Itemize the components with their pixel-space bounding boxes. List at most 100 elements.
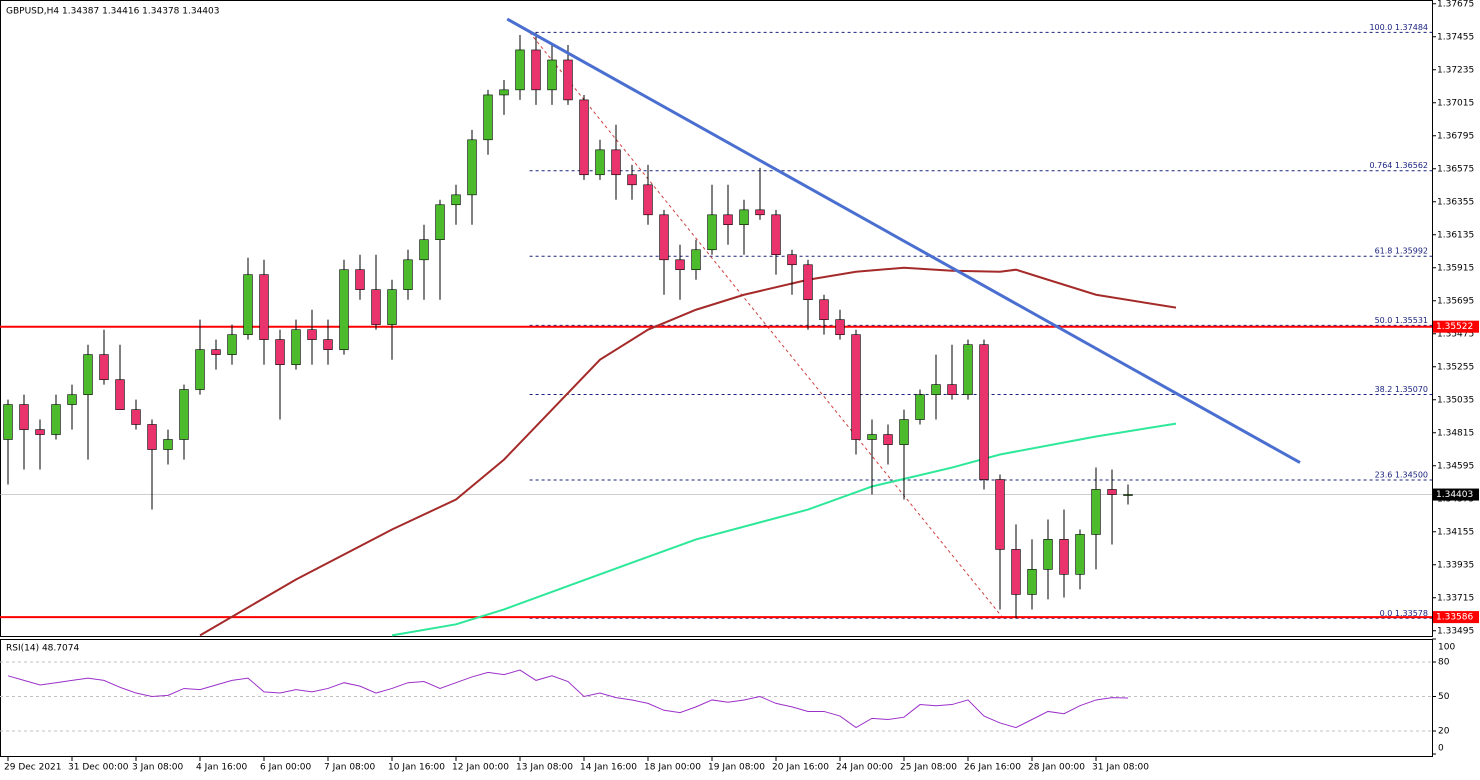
rsi-panel [0, 639, 1433, 757]
y-tick-label: 1.35035 [1437, 395, 1474, 405]
candle-body [19, 404, 29, 430]
candle-body [1011, 549, 1021, 595]
main-panel [0, 0, 1433, 637]
x-tick-label: 4 Jan 16:00 [196, 763, 248, 773]
candle-body [867, 434, 877, 440]
candle-body [1091, 489, 1101, 535]
candle-body [451, 194, 461, 206]
x-tick-label: 25 Jan 08:00 [900, 763, 957, 773]
fib-label: 61.8 1.35992 [1375, 247, 1428, 256]
y-tick-label: 1.33935 [1437, 560, 1474, 570]
moving-average [199, 266, 1177, 637]
candle-body [771, 214, 781, 256]
candle-body [483, 94, 493, 141]
candle-body [499, 89, 509, 96]
y-tick-label: 1.34815 [1437, 428, 1474, 438]
chart-title: GBPUSD,H4 1.34387 1.34416 1.34378 1.3440… [6, 7, 219, 17]
current-price-label: 1.34403 [1436, 490, 1473, 500]
candle-body [419, 239, 429, 261]
rsi-title: RSI(14) 48.7074 [6, 644, 79, 654]
candle-body [643, 184, 653, 216]
candle-body [67, 394, 77, 405]
candle-body [307, 329, 317, 340]
y-tick-label: 1.37455 [1437, 32, 1474, 42]
x-tick-label: 10 Jan 16:00 [388, 763, 445, 773]
x-tick-label: 12 Jan 00:00 [452, 763, 509, 773]
y-tick-label: 1.37015 [1437, 98, 1474, 108]
candle-body [787, 254, 797, 266]
x-tick-label: 26 Jan 16:00 [964, 763, 1021, 773]
candle-body [467, 139, 477, 196]
y-tick-label: 1.35915 [1437, 263, 1474, 273]
candle-body [227, 334, 237, 355]
price-box-label: 1.33586 [1436, 613, 1473, 623]
price-box [1433, 611, 1479, 624]
candle-body [883, 434, 893, 445]
y-tick-label: 1.33495 [1437, 626, 1474, 636]
candle-body [323, 339, 333, 350]
y-tick-label: 1.37675 [1437, 0, 1474, 9]
x-tick-label: 20 Jan 16:00 [772, 763, 829, 773]
fib-label: 38.2 1.35070 [1375, 385, 1428, 394]
fib-label: 50.0 1.35531 [1375, 316, 1428, 325]
candle-body [531, 49, 541, 91]
candle-body [163, 439, 173, 450]
y-tick-label: 1.36355 [1437, 197, 1474, 207]
candle-body [755, 209, 765, 216]
candle-body [115, 379, 125, 410]
candle-body [211, 349, 221, 355]
candle-body [51, 404, 61, 435]
candle-body [547, 59, 557, 91]
candle-body [515, 49, 525, 91]
candle-body [403, 259, 413, 290]
y-tick-label: 1.34595 [1437, 461, 1474, 471]
y-tick-label: 1.34155 [1437, 527, 1474, 537]
y-tick-label: 1.36575 [1437, 164, 1474, 174]
y-tick-label: 1.37235 [1437, 65, 1474, 75]
candle-body [435, 204, 445, 241]
y-tick-label: 80 [1438, 658, 1450, 668]
candle-body [1107, 489, 1117, 495]
candle-body [3, 404, 13, 440]
candle-body [915, 394, 925, 420]
x-tick-label: 18 Jan 00:00 [644, 763, 701, 773]
candle-body [371, 289, 381, 325]
candle-body [819, 299, 829, 320]
candle-body [691, 249, 701, 271]
fib-label: 100.0 1.37484 [1369, 23, 1428, 32]
candle-body [387, 289, 397, 325]
main-plot: 100.0 1.37484 0.764 1.36562 61.8 1.35992 50… [0, 17, 1432, 637]
x-tick-label: 31 Dec 00:00 [68, 763, 129, 773]
fib-label: 0.764 1.36562 [1369, 161, 1428, 170]
candle-body [627, 174, 637, 186]
candle-body [659, 214, 669, 261]
candle-body [339, 269, 349, 350]
rsi-line [7, 669, 1129, 729]
candle-body [275, 339, 285, 365]
x-tick-label: 24 Jan 00:00 [836, 763, 893, 773]
rsi-plot [0, 661, 1432, 732]
x-tick-label: 3 Jan 08:00 [132, 763, 184, 773]
price-box-label: 1.35522 [1436, 322, 1473, 332]
y-tick-label: 20 [1438, 727, 1450, 737]
candle-body [803, 264, 813, 301]
x-tick-label: 28 Jan 00:00 [1028, 763, 1085, 773]
x-tick-label: 14 Jan 16:00 [580, 763, 637, 773]
candle-body [995, 479, 1005, 550]
candle-body [131, 409, 141, 425]
candle-body [947, 384, 957, 395]
y-tick-label: 1.36795 [1437, 131, 1474, 141]
candle-body [83, 354, 93, 395]
x-tick-label: 13 Jan 08:00 [516, 763, 573, 773]
candle-body [835, 319, 845, 335]
candle-body [1075, 534, 1085, 575]
candle-body [611, 149, 621, 176]
y-tick-label: 100 [1438, 643, 1455, 653]
x-tick-label: 29 Dec 2021 [4, 763, 62, 773]
candle-body [259, 274, 269, 340]
x-tick-label: 7 Jan 08:00 [324, 763, 376, 773]
candle-body [195, 349, 205, 390]
candle-body [563, 59, 573, 101]
